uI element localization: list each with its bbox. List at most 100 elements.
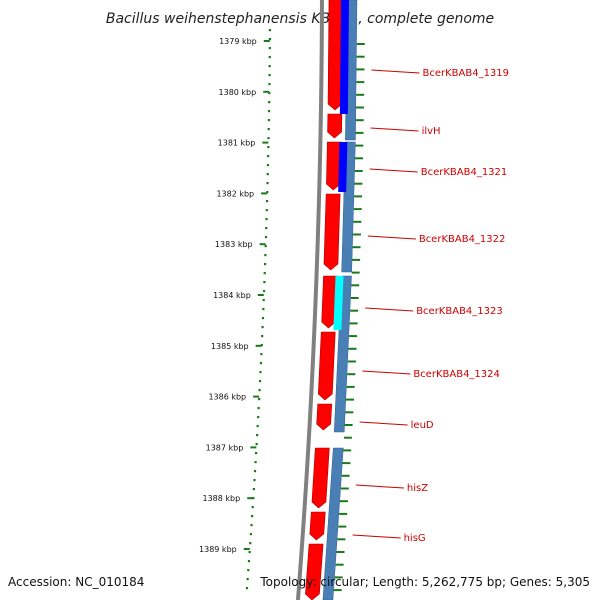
- reverse-strand-track: [322, 0, 358, 600]
- ruler-dot: [247, 560, 251, 563]
- forward-gene-arrow: [326, 141, 342, 191]
- ruler-dot: [268, 65, 271, 68]
- ruler-dot: [262, 308, 265, 311]
- gene-label: leuD: [411, 420, 434, 431]
- ruler-dot: [257, 416, 260, 419]
- gene-label: hisZ: [407, 483, 428, 494]
- kbp-tick-label: 1380 kbp: [219, 88, 257, 97]
- ruler-dot: [265, 200, 269, 203]
- gene-leader-line: [370, 127, 419, 132]
- gene-label-layer: BcerKBAB4_1319 ilvH BcerKBAB4_1321 BcerKBAB…: [352, 68, 509, 544]
- ruler-dot: [268, 92, 271, 95]
- ruler-dot: [249, 533, 252, 536]
- forward-gene-arrow: [321, 275, 338, 329]
- ruler-dot: [262, 299, 265, 302]
- forward-gene-arrow: [317, 331, 336, 401]
- gene-label: BcerKBAB4_1322: [419, 234, 506, 245]
- ruler-dot: [268, 56, 271, 59]
- ruler-dot: [267, 110, 271, 113]
- ruler-dot: [268, 83, 271, 86]
- highlighted-gene-feature: [333, 276, 344, 330]
- kbp-tick-label: 1384 kbp: [213, 291, 251, 300]
- ruler-dot: [251, 515, 254, 518]
- kbp-tick-label: 1382 kbp: [216, 189, 254, 198]
- ruler-dot: [264, 236, 268, 239]
- ruler-dot: [263, 272, 266, 275]
- ruler-dot: [249, 542, 252, 545]
- genome-backbone: [295, 0, 324, 600]
- forward-strand-track: [305, 0, 344, 600]
- ruler-dot: [253, 479, 256, 482]
- forward-gene-arrow: [309, 511, 326, 541]
- kbp-tick-label: 1389 kbp: [199, 545, 237, 554]
- ruler-dot: [263, 281, 266, 284]
- kbp-tick-label: 1387 kbp: [206, 443, 244, 452]
- ruler-dot: [248, 551, 251, 554]
- ruler-dot: [247, 569, 250, 572]
- ruler-dot: [260, 344, 263, 347]
- gene-label: hisG: [404, 533, 426, 544]
- ruler-dot: [259, 362, 263, 365]
- ruler-dot: [261, 326, 264, 329]
- gene-leader-line: [371, 69, 420, 74]
- ruler-dot: [268, 29, 272, 32]
- ruler-dot: [258, 389, 261, 392]
- ruler-dot: [254, 461, 257, 464]
- ruler-dot: [268, 47, 271, 50]
- ruler-dot: [245, 587, 249, 590]
- forward-gene-arrow: [316, 403, 333, 431]
- ruler-dot: [262, 290, 266, 293]
- reverse-strand-segment: [333, 275, 352, 433]
- gene-label: ilvH: [422, 126, 441, 137]
- gene-leader-line: [369, 168, 418, 173]
- ruler-dot: [260, 353, 263, 356]
- map-title: Bacillus weihenstephanensis KBAB4, compl…: [106, 11, 494, 27]
- gene-leader-line: [359, 421, 408, 426]
- ruler-dot: [252, 497, 255, 500]
- reverse-strand-segment: [322, 447, 344, 600]
- ruler-dot: [268, 101, 271, 104]
- ruler-dot: [261, 317, 265, 320]
- ruler-dot: [250, 524, 253, 527]
- forward-gene-arrow: [327, 0, 344, 111]
- ruler-dot: [251, 506, 254, 509]
- ruler-dot: [264, 254, 267, 257]
- ruler-dot: [265, 209, 268, 212]
- gene-label: BcerKBAB4_1324: [413, 369, 500, 380]
- kbp-tick-label: 1386 kbp: [208, 393, 246, 402]
- gene-leader-line: [362, 370, 411, 375]
- ruler-dot: [259, 371, 262, 374]
- ruler-dot: [265, 218, 268, 221]
- gene-leader-line: [365, 307, 414, 312]
- ruler-dot: [253, 470, 257, 473]
- ruler-dot: [267, 128, 270, 131]
- forward-gene-arrow: [327, 113, 343, 139]
- ruler-dot: [255, 452, 258, 455]
- ruler-dot: [246, 578, 249, 581]
- ruler-dot: [267, 155, 270, 158]
- highlighted-gene-feature: [339, 0, 349, 114]
- backbone-line: [295, 0, 324, 600]
- forward-gene-arrow: [323, 193, 341, 271]
- forward-gene-arrow: [311, 447, 330, 509]
- ruler-dot: [263, 263, 267, 266]
- ruler-dot: [266, 164, 270, 167]
- ruler-dot: [257, 407, 260, 410]
- highlighted-gene-feature: [338, 142, 348, 192]
- forward-gene-arrow: [305, 543, 324, 600]
- gene-label: BcerKBAB4_1321: [421, 167, 508, 178]
- accession-text: Accession: NC_010184: [8, 575, 144, 589]
- genome-summary-text: Topology: circular; Length: 5,262,775 bp…: [259, 575, 590, 589]
- ruler-dot: [264, 245, 267, 248]
- gene-leader-line: [355, 484, 404, 489]
- ruler-dot: [266, 182, 269, 185]
- ruler-dot: [268, 38, 271, 41]
- kbp-tick-label: 1388 kbp: [202, 494, 240, 503]
- kbp-ruler: 1379 kbp 1380 kbp 1381 kbp 1382 kbp 1383 kbp…: [199, 29, 365, 592]
- gene-leader-line: [367, 235, 416, 240]
- ruler-dot: [268, 74, 271, 77]
- gene-leader-line: [352, 534, 401, 539]
- ruler-dot: [255, 443, 258, 446]
- kbp-tick-label: 1381 kbp: [218, 139, 256, 148]
